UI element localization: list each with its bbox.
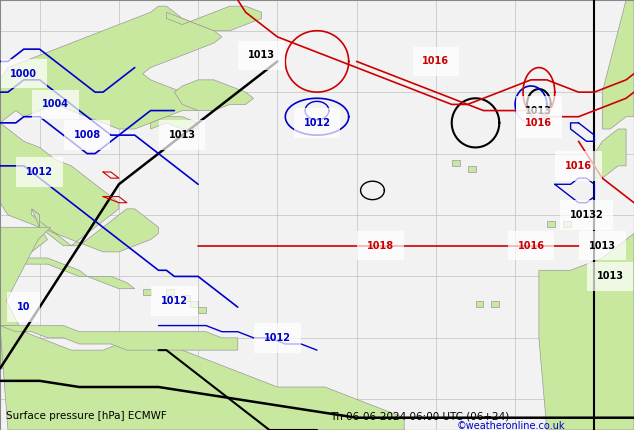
Text: 1018: 1018: [367, 241, 394, 251]
Text: 1012: 1012: [304, 118, 330, 128]
Text: ©weatheronline.co.uk: ©weatheronline.co.uk: [456, 421, 565, 430]
Polygon shape: [24, 209, 48, 252]
Polygon shape: [563, 221, 571, 227]
Text: 1016: 1016: [422, 56, 450, 66]
Text: 1013: 1013: [589, 241, 616, 251]
Polygon shape: [595, 129, 626, 178]
Text: 1013: 1013: [169, 130, 196, 140]
Text: 1008: 1008: [74, 130, 101, 140]
Polygon shape: [166, 6, 261, 31]
Text: 1004: 1004: [42, 99, 69, 109]
Text: 1013: 1013: [597, 271, 624, 281]
Text: Surface pressure [hPa] ECMWF: Surface pressure [hPa] ECMWF: [6, 411, 167, 421]
Polygon shape: [190, 301, 198, 307]
Text: 1012: 1012: [264, 333, 291, 343]
Text: 1000: 1000: [10, 69, 37, 79]
Text: 1016: 1016: [565, 161, 592, 171]
Polygon shape: [183, 295, 190, 301]
Polygon shape: [547, 221, 555, 227]
Polygon shape: [468, 166, 476, 172]
Text: 1012: 1012: [26, 167, 53, 177]
Polygon shape: [174, 80, 254, 111]
Text: 1016: 1016: [517, 241, 545, 251]
Polygon shape: [0, 227, 51, 369]
Text: 1013: 1013: [526, 106, 552, 116]
Polygon shape: [198, 307, 206, 313]
Polygon shape: [602, 0, 634, 129]
Polygon shape: [0, 326, 404, 430]
Polygon shape: [166, 289, 174, 295]
Text: 1016: 1016: [526, 118, 552, 128]
Text: 1013: 1013: [248, 50, 275, 60]
Polygon shape: [87, 276, 134, 289]
Polygon shape: [491, 301, 500, 307]
Polygon shape: [476, 301, 483, 307]
Polygon shape: [539, 233, 634, 430]
Text: 10: 10: [17, 302, 30, 312]
Polygon shape: [0, 123, 158, 252]
Polygon shape: [150, 117, 198, 129]
Polygon shape: [0, 6, 222, 129]
Polygon shape: [451, 160, 460, 166]
Text: Th 06-06-2024 06:00 UTC (06+24): Th 06-06-2024 06:00 UTC (06+24): [330, 411, 509, 421]
Polygon shape: [0, 258, 87, 276]
Polygon shape: [0, 326, 238, 350]
Text: 10132: 10132: [569, 210, 604, 220]
Text: 1012: 1012: [161, 296, 188, 306]
Polygon shape: [143, 289, 150, 295]
